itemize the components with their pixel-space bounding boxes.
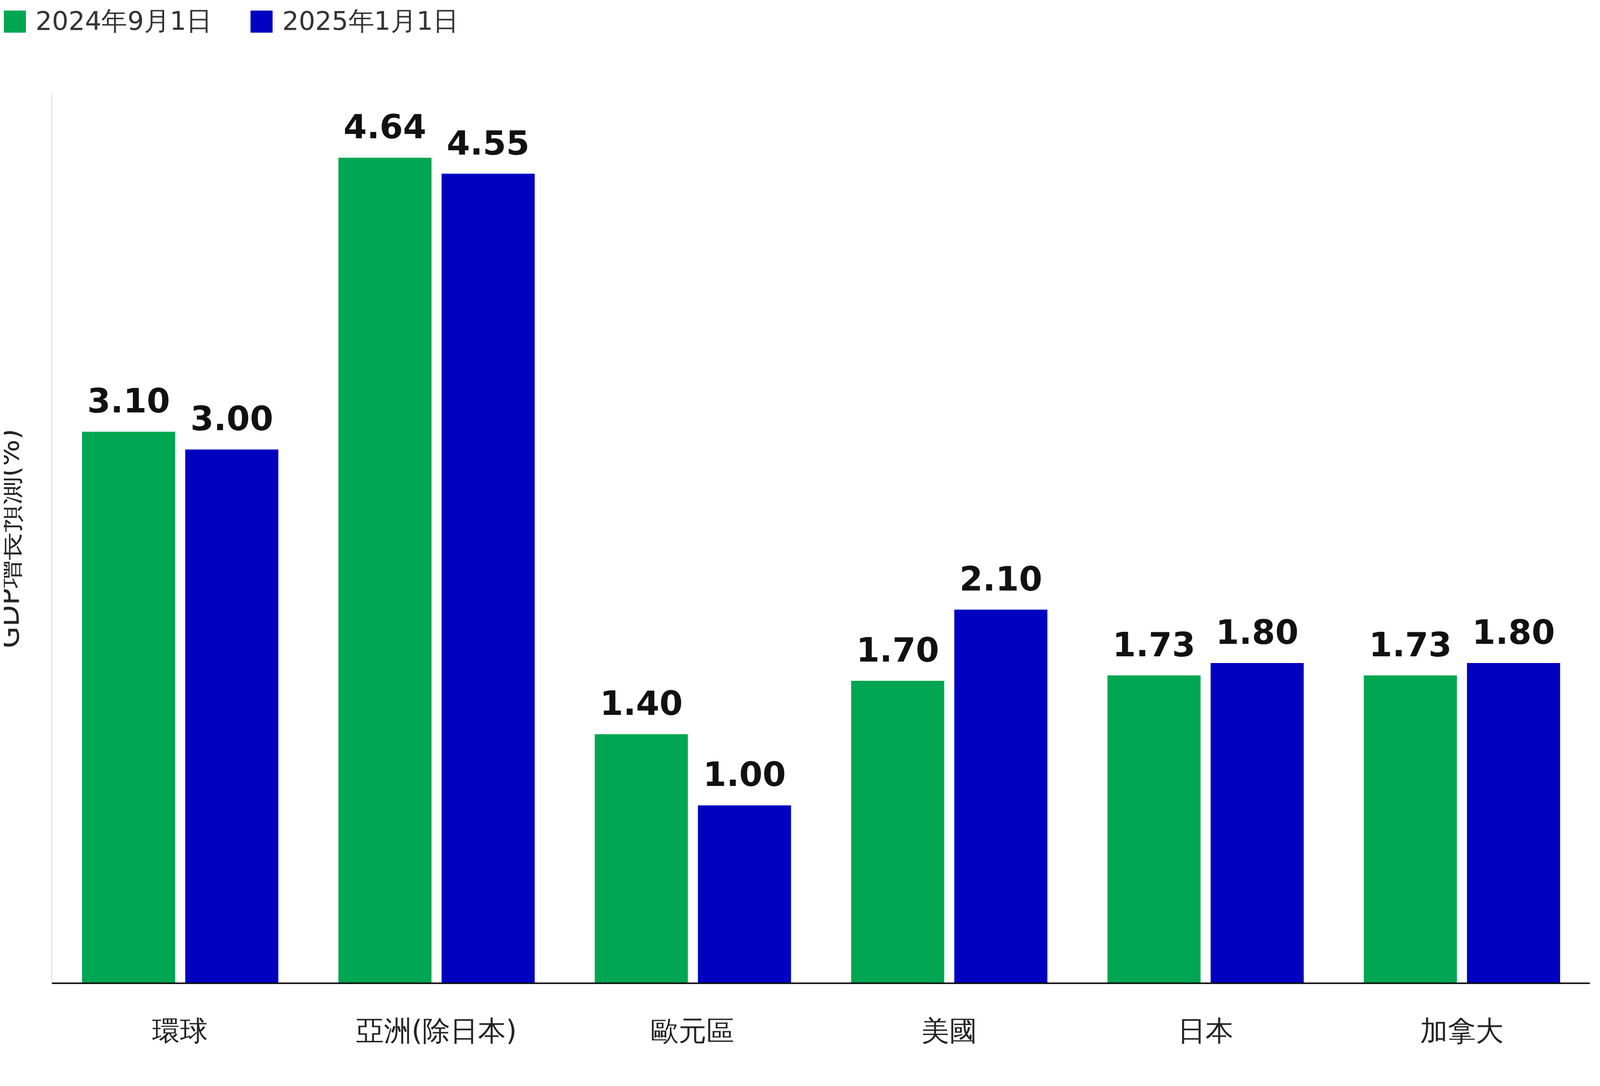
svg-text:1.80: 1.80 (1215, 612, 1299, 652)
svg-text:1.80: 1.80 (1471, 612, 1555, 652)
svg-text:日本: 日本 (1177, 1014, 1234, 1047)
svg-text:3.10: 3.10 (87, 381, 171, 421)
svg-text:1.73: 1.73 (1368, 624, 1452, 665)
svg-text:3.00: 3.00 (190, 398, 274, 439)
svg-text:歐元區: 歐元區 (650, 1014, 735, 1047)
svg-text:1.00: 1.00 (703, 754, 787, 794)
svg-text:環球: 環球 (152, 1014, 208, 1047)
svg-text:4.55: 4.55 (446, 123, 530, 163)
html-text:2025年1月1日: 2025年1月1日 (282, 5, 459, 36)
svg-text:美國: 美國 (921, 1014, 978, 1047)
html-text:2024年9月1日: 2024年9月1日 (35, 5, 213, 36)
svg-text:GDP增長預測(%): GDP增長預測(%) (3, 428, 26, 648)
svg-text:加拿大: 加拿大 (1420, 1014, 1504, 1047)
svg-text:1.73: 1.73 (1112, 624, 1196, 665)
svg-text:1.70: 1.70 (856, 630, 940, 670)
svg-text:1.40: 1.40 (599, 683, 683, 723)
svg-text:4.64: 4.64 (343, 107, 427, 147)
svg-text:2.10: 2.10 (959, 559, 1043, 599)
svg-text:亞洲(除日本): 亞洲(除日本) (356, 1014, 517, 1047)
